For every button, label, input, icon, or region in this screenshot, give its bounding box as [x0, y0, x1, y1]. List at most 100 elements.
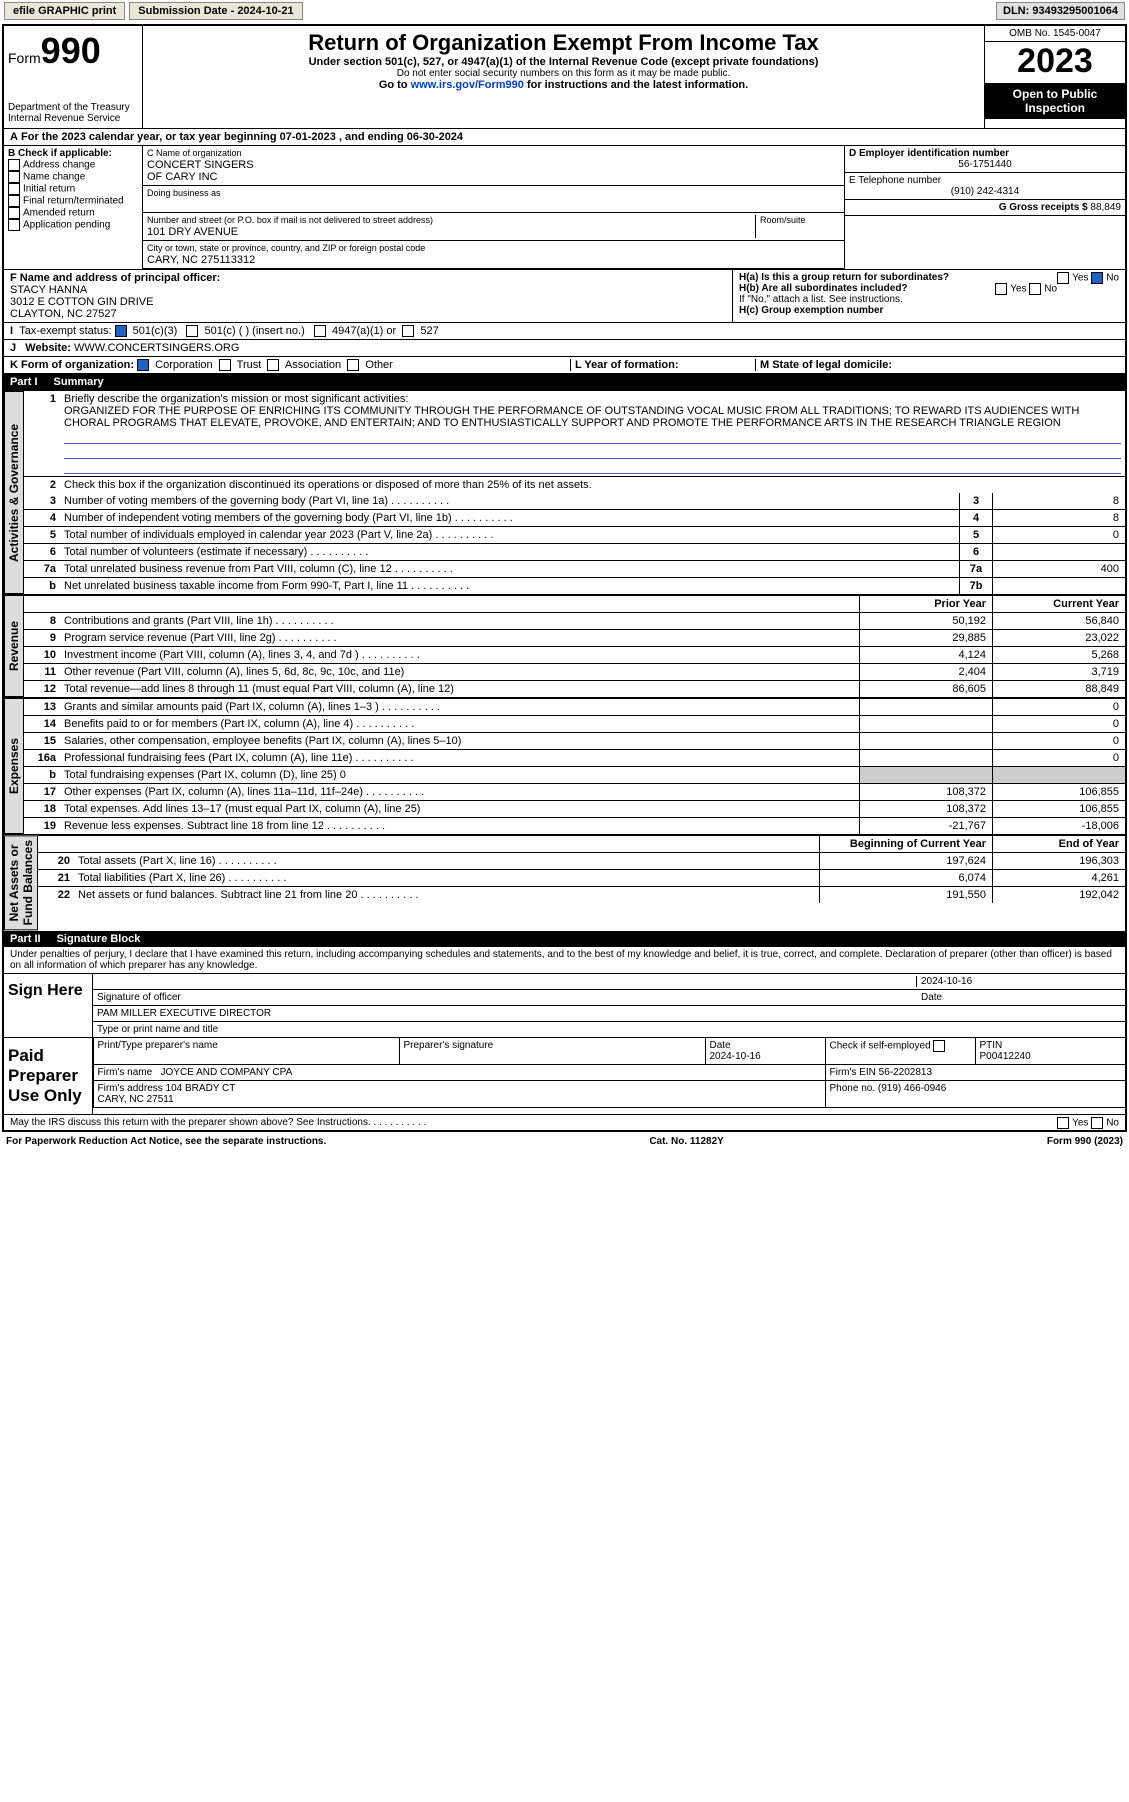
box-b-header: B Check if applicable:: [8, 148, 112, 159]
discuss-question: May the IRS discuss this return with the…: [10, 1117, 426, 1128]
form-990: Form990 Department of the Treasury Inter…: [2, 24, 1127, 1132]
tab-governance: Activities & Governance: [4, 391, 24, 594]
dept-treasury: Department of the Treasury Internal Reve…: [8, 102, 138, 124]
box-b: B Check if applicable: Address change Na…: [4, 146, 143, 269]
cb-final-return[interactable]: Final return/terminated: [23, 196, 124, 207]
line6: Total number of volunteers (estimate if …: [64, 546, 307, 558]
form-title: Return of Organization Exempt From Incom…: [147, 30, 980, 56]
c13: 0: [992, 699, 1125, 715]
period-line: A For the 2023 calendar year, or tax yea…: [4, 129, 1125, 146]
hc-label: H(c) Group exemption number: [739, 305, 883, 316]
b20: 197,624: [819, 853, 992, 869]
prep-ptin: PTINP00412240: [975, 1037, 1126, 1065]
sig-officer-label: Signature of officer: [97, 992, 917, 1003]
sig-date-label: Date: [917, 992, 1121, 1003]
open-to-public: Open to Public Inspection: [985, 83, 1125, 119]
form-number: 990: [41, 30, 101, 71]
line4: Number of independent voting members of …: [64, 512, 452, 524]
line22: Net assets or fund balances. Subtract li…: [78, 889, 357, 901]
room-label: Room/suite: [760, 215, 806, 225]
gross-receipts-value: 88,849: [1090, 202, 1121, 213]
sign-date: 2024-10-16: [916, 976, 1121, 987]
ha-no-checked[interactable]: [1091, 272, 1103, 284]
line17: Other expenses (Part IX, column (A), lin…: [64, 786, 363, 798]
period-text: For the 2023 calendar year, or tax year …: [21, 131, 463, 143]
firm-ein: 56-2202813: [879, 1067, 932, 1078]
e22: 192,042: [992, 887, 1125, 903]
val5: 0: [992, 527, 1125, 543]
line16b: Total fundraising expenses (Part IX, col…: [64, 769, 346, 781]
cb-name-change[interactable]: Name change: [23, 172, 85, 183]
officer-name: STACY HANNA: [10, 284, 87, 296]
val7a: 400: [992, 561, 1125, 577]
irs-link[interactable]: www.irs.gov/Form990: [411, 79, 524, 91]
cb-amended[interactable]: Amended return: [23, 208, 95, 219]
p18: 108,372: [859, 801, 992, 817]
phone-label: E Telephone number: [849, 175, 941, 186]
firm-addr-label: Firm's address: [98, 1083, 163, 1094]
firm-phone: (919) 466-0946: [878, 1083, 946, 1094]
c19: -18,006: [992, 818, 1125, 834]
p8: 50,192: [859, 613, 992, 629]
val6: [992, 544, 1125, 560]
c12: 88,849: [992, 681, 1125, 697]
mission-text: ORGANIZED FOR THE PURPOSE OF ENRICHING I…: [64, 405, 1079, 429]
line8: Contributions and grants (Part VIII, lin…: [64, 615, 273, 627]
line3: Number of voting members of the governin…: [64, 495, 388, 507]
prep-date-hdr: Date2024-10-16: [705, 1037, 826, 1065]
dln: DLN: 93493295001064: [996, 2, 1125, 20]
subtitle-1: Under section 501(c), 527, or 4947(a)(1)…: [147, 56, 980, 68]
cb-app-pending[interactable]: Application pending: [23, 220, 110, 231]
city-state-zip: CARY, NC 275113312: [147, 254, 255, 266]
cb-initial-return[interactable]: Initial return: [23, 184, 75, 195]
prep-selfemp: Check if self-employed: [825, 1037, 976, 1065]
prep-name-hdr: Print/Type preparer's name: [93, 1037, 400, 1065]
prep-sig-hdr: Preparer's signature: [399, 1037, 706, 1065]
e21: 4,261: [992, 870, 1125, 886]
form-org-label: K Form of organization:: [10, 359, 134, 371]
addr-label: Number and street (or P.O. box if mail i…: [147, 215, 433, 225]
sign-here-label: Sign Here: [4, 974, 93, 1037]
firm-ein-label: Firm's EIN: [830, 1067, 876, 1078]
hb-note: If "No," attach a list. See instructions…: [739, 294, 1119, 305]
ein-label: D Employer identification number: [849, 148, 1009, 159]
p12: 86,605: [859, 681, 992, 697]
form-footer: Form 990 (2023): [1047, 1136, 1123, 1147]
line11: Other revenue (Part VIII, column (A), li…: [64, 666, 404, 678]
tab-expenses: Expenses: [4, 698, 24, 834]
perjury-text: Under penalties of perjury, I declare th…: [4, 947, 1125, 973]
val4: 8: [992, 510, 1125, 526]
part1-title: Summary: [54, 376, 104, 388]
dba-label: Doing business as: [147, 188, 221, 198]
state-domicile: M State of legal domicile:: [760, 359, 892, 371]
tax-status-label: Tax-exempt status:: [19, 325, 111, 337]
phone-value: (910) 242-4314: [849, 186, 1121, 197]
ha-label: H(a) Is this a group return for subordin…: [739, 272, 949, 283]
line13: Grants and similar amounts paid (Part IX…: [64, 701, 379, 713]
c8: 56,840: [992, 613, 1125, 629]
omb-number: OMB No. 1545-0047: [985, 26, 1125, 42]
col-current-year: Current Year: [992, 596, 1125, 612]
e20: 196,303: [992, 853, 1125, 869]
p10: 4,124: [859, 647, 992, 663]
efile-print-button[interactable]: efile GRAPHIC print: [4, 2, 125, 20]
top-bar: efile GRAPHIC print Submission Date - 20…: [0, 0, 1129, 22]
hb-label: H(b) Are all subordinates included?: [739, 283, 908, 294]
officer-print-name: PAM MILLER EXECUTIVE DIRECTOR: [97, 1008, 271, 1019]
p11: 2,404: [859, 664, 992, 680]
cb-501c3[interactable]: [115, 325, 127, 337]
subtitle-3: Go to www.irs.gov/Form990 for instructio…: [147, 79, 980, 91]
org-name-label: C Name of organization: [147, 148, 242, 158]
website-value: WWW.CONCERTSINGERS.ORG: [74, 342, 239, 354]
cb-corporation[interactable]: [137, 359, 149, 371]
form-label: Form: [8, 50, 41, 66]
paperwork-notice: For Paperwork Reduction Act Notice, see …: [6, 1136, 326, 1147]
col-beginning: Beginning of Current Year: [819, 836, 992, 852]
val3: 8: [992, 493, 1125, 509]
paid-preparer-label: Paid Preparer Use Only: [4, 1038, 93, 1114]
p17: 108,372: [859, 784, 992, 800]
cb-address-change[interactable]: Address change: [23, 160, 95, 171]
c9: 23,022: [992, 630, 1125, 646]
line10: Investment income (Part VIII, column (A)…: [64, 649, 359, 661]
c15: 0: [992, 733, 1125, 749]
